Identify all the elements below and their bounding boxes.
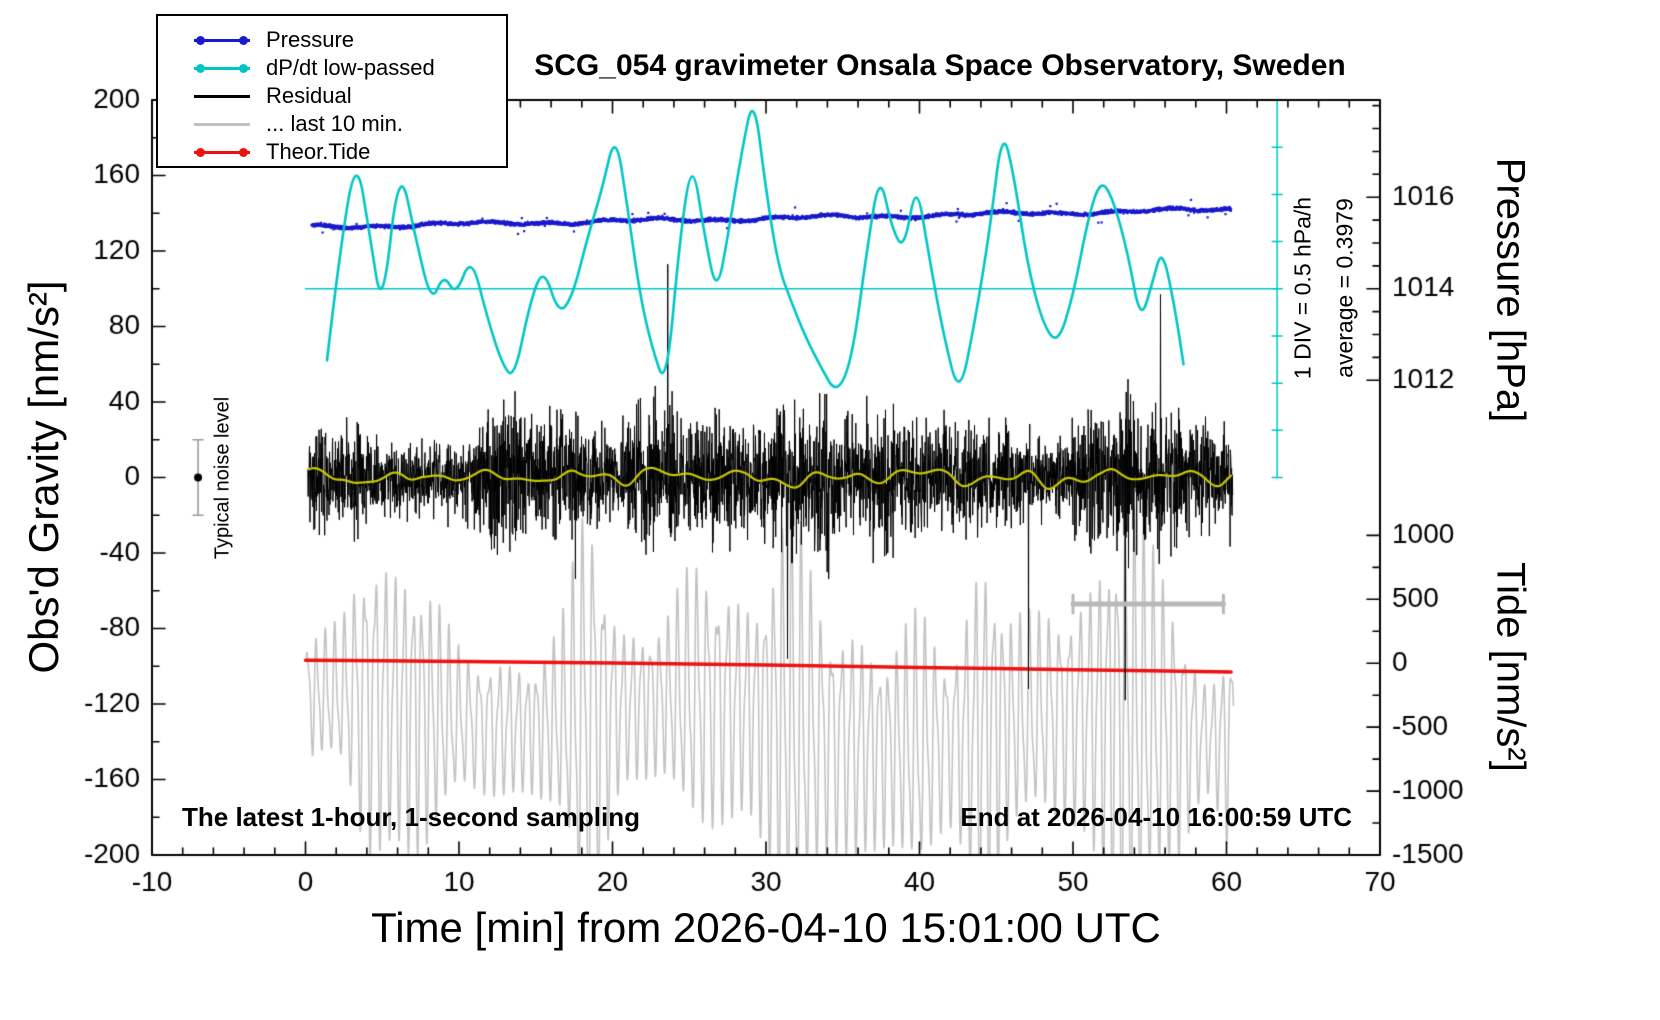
legend-item: Pressure	[194, 26, 506, 54]
left-axis-label: Obs'd Gravity [nm/s²]	[20, 280, 67, 674]
legend-item: dP/dt low-passed	[194, 54, 506, 82]
sampling-note: The latest 1-hour, 1-second sampling	[182, 802, 640, 832]
legend-label: Theor.Tide	[266, 139, 371, 164]
legend: Pressure dP/dt low-passed Residual ... last…	[156, 14, 508, 168]
pressure-axis-label: Pressure [hPa]	[1488, 157, 1533, 423]
average-annotation: average = 0.3979	[1331, 198, 1358, 378]
div-scale-annotation: 1 DIV = 0.5 hPa/h	[1289, 196, 1316, 380]
legend-item: Residual	[194, 82, 506, 110]
residual-swatch-icon	[194, 90, 250, 102]
x-axis-label: Time [min] from 2026-04-10 15:01:00 UTC	[371, 904, 1161, 951]
chart-title: SCG_054 gravimeter Onsala Space Observat…	[534, 49, 1346, 82]
tide-axis-label: Tide [nm/s²]	[1488, 562, 1533, 772]
legend-item: Theor.Tide	[194, 138, 506, 166]
last10min-swatch-icon	[194, 118, 250, 130]
noise-level-annotation: Typical noise level	[211, 396, 234, 560]
legend-label: Residual	[266, 83, 352, 108]
dpdt-swatch-icon	[194, 62, 250, 74]
legend-label: dP/dt low-passed	[266, 55, 435, 80]
tide-swatch-icon	[194, 146, 250, 158]
legend-label: Pressure	[266, 27, 355, 52]
legend-label: ... last 10 min.	[266, 111, 403, 136]
legend-item: ... last 10 min.	[194, 110, 506, 138]
pressure-swatch-icon	[194, 34, 250, 46]
end-time-note: End at 2026-04-10 16:00:59 UTC	[960, 802, 1352, 832]
